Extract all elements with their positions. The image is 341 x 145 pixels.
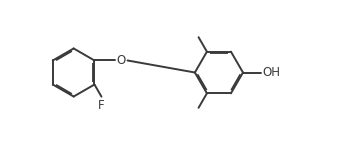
Text: F: F <box>98 99 105 112</box>
Text: OH: OH <box>263 66 281 79</box>
Text: O: O <box>116 54 125 67</box>
